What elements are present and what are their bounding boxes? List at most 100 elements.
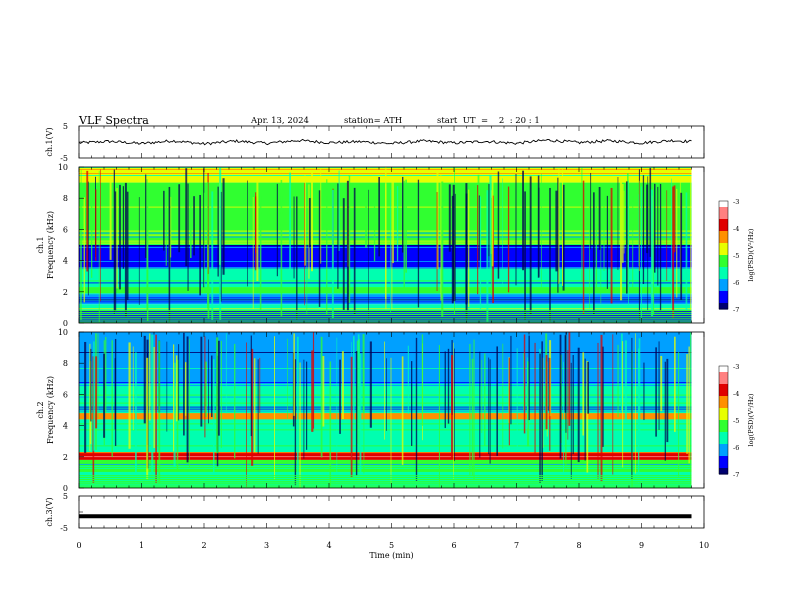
sferic-streak bbox=[250, 335, 252, 437]
sferic-streak bbox=[318, 190, 321, 307]
sferic-streak bbox=[363, 358, 365, 474]
sferic-streak bbox=[657, 186, 659, 286]
harmonic-line bbox=[79, 313, 692, 315]
sferic-streak bbox=[523, 334, 526, 434]
sferic-streak bbox=[253, 358, 256, 452]
x-tick-label: 6 bbox=[451, 541, 456, 550]
sferic-streak bbox=[337, 183, 339, 289]
x-tick-label: 4 bbox=[326, 541, 331, 550]
sferic-streak bbox=[308, 198, 311, 248]
sferic-streak bbox=[672, 186, 675, 318]
sferic-streak bbox=[587, 361, 589, 414]
colorbar-swatch bbox=[719, 265, 728, 268]
sferic-streak bbox=[311, 173, 313, 272]
sferic-streak bbox=[320, 168, 322, 264]
sferic-streak bbox=[632, 189, 634, 291]
spectral-row bbox=[79, 316, 692, 318]
sferic-streak bbox=[93, 341, 95, 451]
y-tick-label: 10 bbox=[58, 328, 68, 337]
sferic-streak bbox=[193, 196, 195, 256]
sferic-streak bbox=[502, 178, 503, 286]
x-tick-label: 1 bbox=[139, 541, 144, 550]
sferic-streak bbox=[403, 180, 405, 290]
sferic-streak bbox=[359, 353, 362, 479]
colorbar-swatch bbox=[719, 203, 728, 206]
colorbar-swatch bbox=[719, 297, 728, 300]
x-tick-label: 3 bbox=[264, 541, 269, 550]
colorbar-swatch bbox=[719, 221, 728, 224]
sferic-streak bbox=[562, 184, 565, 291]
sferic-streak bbox=[658, 341, 660, 430]
sferic-streak bbox=[183, 332, 185, 436]
y-tick-label: 8 bbox=[63, 194, 68, 203]
sferic-streak bbox=[251, 348, 254, 466]
sferic-streak bbox=[497, 171, 500, 279]
sferic-streak bbox=[680, 192, 683, 300]
sferic-streak bbox=[590, 172, 592, 250]
sferic-streak bbox=[247, 180, 248, 287]
sferic-streak bbox=[402, 176, 404, 253]
ch1-spectrogram-panel: 0 2 4 6 8 10 ch.1 Frequency (kHz) bbox=[36, 163, 705, 328]
colorbar-swatch bbox=[719, 287, 728, 290]
station-label: station= ATH bbox=[344, 116, 402, 126]
sferic-streak bbox=[610, 187, 613, 304]
colorbar-swatch bbox=[719, 472, 728, 475]
sferic-streak bbox=[538, 187, 540, 277]
sferic-streak bbox=[598, 186, 601, 250]
channel-label: ch.2 bbox=[36, 401, 45, 418]
colorbar-swatch bbox=[719, 241, 728, 244]
colorbar-swatch bbox=[719, 368, 728, 371]
sferic-streak bbox=[417, 179, 420, 308]
start-time-label: start UT = 2 : 20 : 1 bbox=[437, 116, 540, 126]
sferic-streak bbox=[274, 336, 275, 481]
colorbar-tick-label: -5 bbox=[733, 252, 739, 260]
colorbar-swatch bbox=[719, 428, 728, 431]
sferic-streak bbox=[222, 178, 225, 275]
sferic-streak bbox=[234, 343, 236, 459]
y-tick-label: 6 bbox=[63, 225, 68, 234]
colorbar-swatch bbox=[719, 291, 728, 294]
colorbar-swatch bbox=[719, 245, 728, 248]
sferic-streak bbox=[524, 191, 526, 321]
colorbar-swatch bbox=[719, 239, 728, 242]
sferic-streak bbox=[204, 361, 207, 418]
colorbar-swatch bbox=[719, 231, 728, 234]
sferic-streak bbox=[368, 189, 369, 323]
sferic-streak bbox=[116, 188, 118, 289]
x-tick-label: 8 bbox=[576, 541, 581, 550]
sferic-streak bbox=[208, 339, 209, 424]
y-tick-label: 0 bbox=[63, 319, 68, 328]
sferic-streak bbox=[218, 340, 220, 436]
sferic-streak bbox=[567, 350, 569, 440]
colorbar-swatch bbox=[719, 253, 728, 256]
colorbar-swatch bbox=[719, 382, 728, 385]
sferic-streak bbox=[252, 196, 254, 309]
sferic-streak bbox=[132, 346, 134, 431]
spectral-row bbox=[79, 299, 692, 301]
colorbar-swatch bbox=[719, 237, 728, 240]
harmonic-line bbox=[79, 312, 692, 314]
sferic-streak bbox=[584, 358, 586, 461]
sferic-streak bbox=[589, 191, 590, 309]
sferic-streak bbox=[220, 340, 222, 448]
sferic-streak bbox=[541, 341, 543, 481]
colorbar-tick-label: -7 bbox=[733, 471, 739, 479]
colorbar-swatch bbox=[719, 444, 728, 447]
sferic-streak bbox=[336, 337, 338, 488]
sferic-streak bbox=[405, 179, 407, 273]
sferic-streak bbox=[595, 196, 598, 292]
sferic-streak bbox=[322, 356, 325, 427]
colorbar-swatch bbox=[719, 454, 728, 457]
sferic-streak bbox=[479, 196, 482, 309]
colorbar-swatch bbox=[719, 462, 728, 465]
colorbar-swatch bbox=[719, 213, 728, 216]
colorbar-swatch bbox=[719, 279, 728, 282]
colorbar-label: log(PSD)(V²/Hz) bbox=[747, 228, 755, 281]
sferic-streak bbox=[187, 183, 189, 291]
spectral-row bbox=[79, 318, 692, 320]
sferic-streak bbox=[138, 197, 140, 305]
sferic-streak bbox=[581, 167, 583, 283]
sferic-streak bbox=[557, 177, 559, 293]
sferic-streak bbox=[631, 337, 633, 480]
colorbar-swatch bbox=[719, 219, 728, 222]
